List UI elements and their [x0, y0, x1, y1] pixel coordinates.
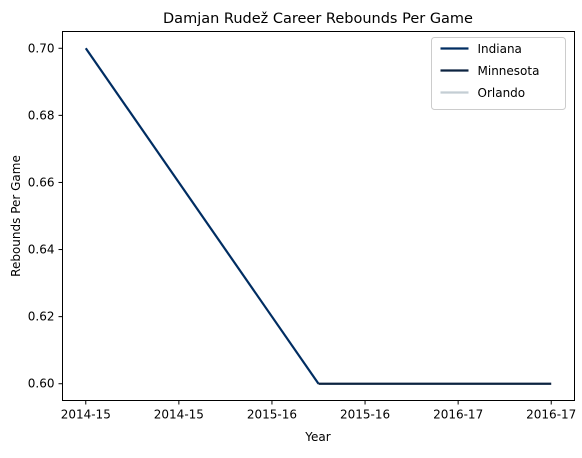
x-axis: 2014-15 2014-15 2015-16 2015-16 2016-17 2016-…: [61, 400, 576, 422]
series-layer: [84, 47, 552, 385]
chart-title: Damjan Rudež Career Rebounds Per Game: [163, 11, 473, 27]
x-tick-label-1: 2014-15: [154, 408, 204, 422]
series-line-indiana: [84, 47, 320, 385]
legend-label-indiana: Indiana: [478, 42, 522, 56]
y-axis: 0.60 0.62 0.64 0.66 0.68 0.70: [28, 41, 63, 391]
y-axis-label: Rebounds Per Game: [9, 155, 23, 277]
y-tick-label-4: 0.68: [28, 108, 55, 122]
y-tick-label-0: 0.60: [28, 377, 55, 391]
legend-label-minnesota: Minnesota: [478, 64, 540, 78]
y-tick-label-1: 0.62: [28, 310, 55, 324]
x-tick-label-3: 2015-16: [340, 408, 390, 422]
x-tick-label-5: 2016-17: [526, 408, 576, 422]
legend: Indiana Minnesota Orlando: [431, 37, 566, 110]
y-tick-label-3: 0.66: [28, 175, 55, 189]
x-tick-label-2: 2015-16: [247, 408, 297, 422]
x-tick-label-4: 2016-17: [433, 408, 483, 422]
plot-frame: [62, 31, 575, 401]
x-axis-label: Year: [304, 430, 330, 444]
y-tick-label-5: 0.70: [28, 41, 55, 55]
legend-label-orlando: Orlando: [478, 86, 526, 100]
plot-area: [62, 31, 575, 401]
x-tick-label-0: 2014-15: [61, 408, 111, 422]
y-tick-label-2: 0.64: [28, 243, 55, 257]
